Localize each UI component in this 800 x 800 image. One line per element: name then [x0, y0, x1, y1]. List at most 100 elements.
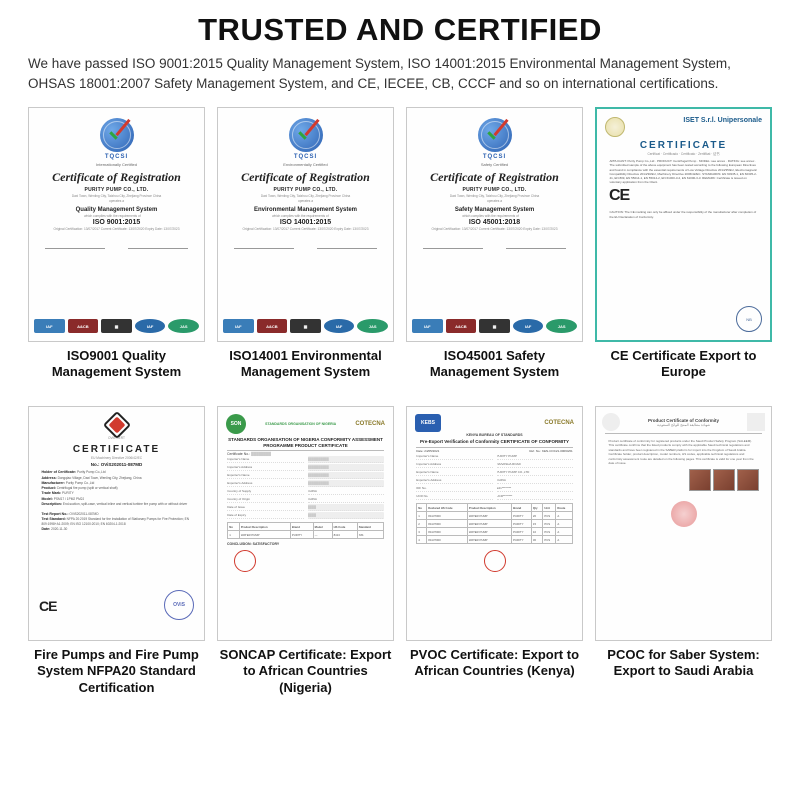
- tqcsi-globe-icon: [478, 118, 512, 152]
- cotecna-brand: COTECNA: [355, 421, 385, 427]
- cert-card-iso9001: TQCSI Internationally Certified Certific…: [28, 107, 205, 396]
- company-name: PURITY PUMP CO., LTD.: [84, 187, 148, 193]
- cert-doc: SON STANDARDS ORGANISATION OF NIGERIA CO…: [217, 406, 394, 641]
- accreditation-logos: IAFA&CB▦IAFJAS: [34, 316, 199, 336]
- status: CONCLUSION: SATISFACTORY: [227, 542, 279, 546]
- cert-caption: ISO45001 Safety Management System: [406, 348, 583, 396]
- pink-stamp-icon: [671, 501, 697, 527]
- ce-body: APPLICANT: Purity Pump Co.,Ltd · PRODUCT…: [609, 159, 757, 184]
- fp-body: Holder of Certificate: Purity Pump Co.,L…: [42, 470, 192, 532]
- cert-dates: Original Certification: 13/07/2017 Curre…: [243, 227, 369, 231]
- soncap-fields: Importer's Name██████████ Importer's Add…: [227, 456, 383, 519]
- tqcsi-brand: TQCSI: [483, 154, 506, 160]
- cert-dates: Original Certification: 13/07/2017 Curre…: [54, 227, 180, 231]
- cert-supertitle: Environmentally Certified: [283, 162, 327, 167]
- kebs-fields: Importer's NamePURITY PUMP Importer's Ad…: [416, 453, 572, 500]
- tqcsi-brand: TQCSI: [294, 154, 317, 160]
- cert-doc: Product Certificate of Conformity شهادة …: [595, 406, 772, 641]
- cert-doc: TQCSI Internationally Certified Certific…: [28, 107, 205, 342]
- cotecna-brand: COTECNA: [544, 420, 574, 426]
- cert-caption: SONCAP Certificate: Export to African Co…: [217, 647, 394, 696]
- kebs-table: NoDeclared HS CodeProduct DescriptionBra…: [416, 503, 572, 544]
- cert-script-title: Certificate of Registration: [241, 171, 370, 184]
- ce-issuer: ISET S.r.l. Unipersonale: [683, 117, 762, 124]
- cert-dates: Original Certification: 13/07/2017 Curre…: [432, 227, 558, 231]
- company-name: PURITY PUMP CO., LTD.: [273, 187, 337, 193]
- iso-number: ISO 14001:2015: [254, 219, 357, 226]
- fp-number: No.: OViS202011-087MD: [91, 462, 142, 467]
- pcoc-sub: شهادة مطابقة المنتج للوائح السعودية: [648, 423, 719, 427]
- fp-notext: EU Machinery Directive 2006/42/EC: [91, 456, 142, 460]
- thumb-icon: [689, 469, 711, 491]
- cert-supertitle: Internationally Certified: [96, 162, 137, 167]
- product-thumbnails: [689, 469, 759, 491]
- accreditation-logos: IAFA&CB▦IAFJAS: [412, 316, 577, 336]
- red-stamp-icon: [234, 550, 256, 572]
- cert-script-title: Certificate of Registration: [430, 171, 559, 184]
- ce-body2: CAUTION: The CE marking can only be affi…: [609, 210, 757, 218]
- cert-card-pvoc: KEBS COTECNA KENYA BUREAU OF STANDARDS P…: [406, 406, 583, 696]
- cert-caption: PCOC for Saber System: Export to Saudi A…: [595, 647, 772, 695]
- iso-number: ISO 9001:2015: [76, 219, 158, 226]
- cert-card-soncap: SON STANDARDS ORGANISATION OF NIGERIA CO…: [217, 406, 394, 696]
- ovis-logo-icon: [107, 415, 127, 435]
- cert-script-title: Certificate of Registration: [52, 171, 181, 184]
- cert-caption: ISO9001 Quality Management System: [28, 348, 205, 396]
- thumb-icon: [713, 469, 735, 491]
- system-name: Quality Management System: [76, 207, 158, 213]
- tqcsi-brand: TQCSI: [105, 154, 128, 160]
- tqcsi-globe-icon: [289, 118, 323, 152]
- operates: operates a: [109, 199, 124, 203]
- complies: which complies with the requirements of: [455, 214, 526, 218]
- cert-caption: CE Certificate Export to Europe: [595, 348, 772, 396]
- ce-mark-icon: CE: [39, 598, 56, 614]
- system-name: Safety Management System: [455, 207, 534, 213]
- company-name: PURITY PUMP CO., LTD.: [462, 187, 526, 193]
- kebs-title: Pre-Export Verification of Conformity CE…: [420, 439, 569, 444]
- company-addr: Daxi Town, Wenling City, Taizhou City, Z…: [450, 194, 539, 198]
- company-addr: Daxi Town, Wenling City, Taizhou City, Z…: [72, 194, 161, 198]
- operates: operates a: [487, 199, 502, 203]
- cert-doc: TQCSI Environmentally Certified Certific…: [217, 107, 394, 342]
- cert-caption: Fire Pumps and Fire Pump System NFPA20 S…: [28, 647, 205, 696]
- cert-caption: PVOC Certificate: Export to African Coun…: [406, 647, 583, 695]
- ce-mark-icon: CE: [609, 187, 629, 205]
- red-stamp-icon: [484, 550, 506, 572]
- soncap-title: STANDARDS ORGANISATION OF NIGERIA CONFOR…: [224, 437, 387, 448]
- pcoc-body: Product certificate of conformity for re…: [609, 439, 759, 466]
- kebs-org: KENYA BUREAU OF STANDARDS: [466, 433, 522, 437]
- star-seal-icon: [605, 117, 625, 137]
- tqcsi-globe-icon: [100, 118, 134, 152]
- son-badge-icon: SON: [226, 414, 246, 434]
- cert-doc: OViS CERT CERTIFICATE EU Machinery Direc…: [28, 406, 205, 641]
- cert-card-ce: ISET S.r.l. Unipersonale CERTIFICATE Cer…: [595, 107, 772, 396]
- complies: which complies with the requirements of: [76, 214, 150, 218]
- fp-title: CERTIFICATE: [73, 444, 160, 455]
- soncap-table: NoProduct DescriptionBrandModelHS CodeSt…: [227, 522, 383, 539]
- cert-card-iso14001: TQCSI Environmentally Certified Certific…: [217, 107, 394, 396]
- system-name: Environmental Management System: [254, 207, 357, 213]
- cert-doc: TQCSI Safety Certified Certificate of Re…: [406, 107, 583, 342]
- cert-supertitle: Safety Certified: [481, 162, 508, 167]
- stamp-icon: NB: [736, 306, 762, 332]
- cert-card-nfpa20: OViS CERT CERTIFICATE EU Machinery Direc…: [28, 406, 205, 696]
- company-addr: Daxi Town, Wenling City, Taizhou City, Z…: [261, 194, 350, 198]
- cert-doc: ISET S.r.l. Unipersonale CERTIFICATE Cer…: [595, 107, 772, 342]
- accreditation-logos: IAFA&CB▦IAFJAS: [223, 316, 388, 336]
- kebs-badge-icon: KEBS: [415, 414, 441, 432]
- stamp-icon: OViS: [164, 590, 194, 620]
- son-org: STANDARDS ORGANISATION OF NIGERIA: [246, 422, 355, 426]
- iso-number: ISO 45001:2018: [455, 219, 534, 226]
- cert-doc: KEBS COTECNA KENYA BUREAU OF STANDARDS P…: [406, 406, 583, 641]
- thumb-icon: [737, 469, 759, 491]
- complies: which complies with the requirements of: [254, 214, 347, 218]
- page-title: TRUSTED AND CERTIFIED: [28, 12, 772, 48]
- cert-card-iso45001: TQCSI Safety Certified Certificate of Re…: [406, 107, 583, 396]
- certificate-grid: TQCSI Internationally Certified Certific…: [28, 107, 772, 696]
- operates: operates a: [298, 199, 313, 203]
- pcoc-title: Product Certificate of Conformity: [648, 418, 719, 423]
- cert-card-pcoc: Product Certificate of Conformity شهادة …: [595, 406, 772, 696]
- intro-paragraph: We have passed ISO 9001:2015 Quality Man…: [28, 54, 772, 93]
- cert-caption: ISO14001 Environmental Management System: [217, 348, 394, 396]
- ce-subtitle: Certificat · Certificado · Certificato ·…: [647, 152, 719, 156]
